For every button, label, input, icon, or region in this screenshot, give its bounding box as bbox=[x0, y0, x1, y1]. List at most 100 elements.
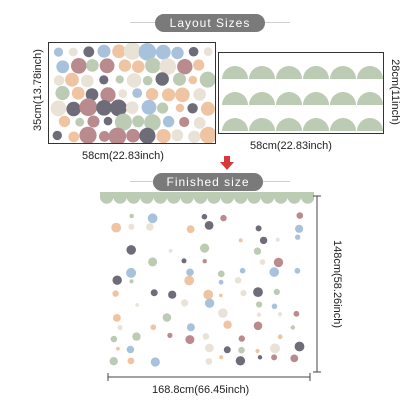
sticker-dot bbox=[53, 75, 65, 86]
sticker-dot bbox=[132, 88, 143, 98]
sticker-dot bbox=[145, 88, 159, 101]
sticker-dot bbox=[108, 127, 127, 143]
scallop-border bbox=[220, 197, 234, 204]
wall-dot bbox=[270, 343, 280, 354]
wall-dot bbox=[112, 290, 119, 297]
scallop-sticker bbox=[303, 66, 329, 79]
finished-wall-illustration bbox=[100, 192, 314, 367]
scallops-sheet-width-label: 58cm(22.83inch) bbox=[250, 140, 332, 152]
wall-dot bbox=[162, 313, 172, 322]
wall-dot bbox=[223, 346, 231, 354]
wall-dot bbox=[186, 225, 195, 234]
wall-dot bbox=[168, 290, 177, 299]
wall-dot bbox=[150, 289, 158, 297]
sticker-dot bbox=[99, 58, 115, 74]
wall-dot bbox=[111, 222, 122, 233]
wall-dot bbox=[256, 301, 263, 308]
scallop-sticker bbox=[222, 66, 248, 79]
wall-dot bbox=[271, 354, 278, 361]
finished-height-label: 148cm(58.26inch) bbox=[331, 239, 343, 329]
wall-dot bbox=[116, 346, 120, 351]
wall-dot bbox=[234, 277, 242, 284]
scallop-border bbox=[153, 197, 167, 204]
wall-dot bbox=[167, 332, 173, 338]
sticker-dot bbox=[132, 115, 145, 128]
wall-dot bbox=[127, 357, 135, 365]
scallop-border bbox=[234, 197, 248, 204]
sticker-dot bbox=[193, 59, 205, 71]
sticker-dot bbox=[68, 131, 80, 143]
wall-dot bbox=[202, 259, 207, 264]
wall-dot bbox=[290, 354, 299, 363]
scallops-sheet bbox=[218, 52, 384, 134]
sticker-dot bbox=[144, 114, 161, 131]
sticker-dot bbox=[53, 47, 64, 57]
scallop-sticker bbox=[222, 118, 248, 131]
sticker-dot bbox=[123, 43, 142, 60]
wall-dot bbox=[239, 267, 246, 274]
wall-dot bbox=[295, 234, 301, 240]
sticker-dot bbox=[66, 101, 81, 117]
sticker-dot bbox=[138, 43, 157, 61]
wall-dot bbox=[126, 345, 135, 354]
sticker-dot bbox=[199, 126, 215, 143]
wall-dot bbox=[218, 279, 224, 285]
sticker-dot bbox=[118, 89, 128, 99]
wall-dot bbox=[293, 310, 300, 317]
wall-dot bbox=[148, 257, 158, 267]
wall-dot bbox=[290, 325, 295, 330]
wall-dot bbox=[253, 287, 263, 297]
sticker-dot bbox=[115, 75, 124, 84]
sticker-dot bbox=[162, 88, 176, 102]
dots-sheet-illustration bbox=[50, 43, 215, 143]
wall-dot bbox=[217, 270, 225, 278]
sticker-dot bbox=[193, 88, 206, 101]
sticker-dot bbox=[175, 87, 190, 103]
sticker-dot bbox=[87, 115, 100, 128]
wall-dot bbox=[219, 293, 223, 298]
sticker-dot bbox=[99, 131, 110, 142]
sticker-dot bbox=[171, 46, 184, 60]
scallop-sticker bbox=[276, 118, 302, 131]
wall-dot bbox=[235, 356, 246, 366]
sticker-dot bbox=[114, 113, 132, 131]
wall-dot bbox=[204, 221, 214, 230]
finished-height-ruler bbox=[313, 195, 321, 373]
sticker-dot bbox=[58, 115, 71, 128]
wall-dot bbox=[126, 245, 136, 255]
wall-dot bbox=[205, 358, 213, 365]
sticker-dot bbox=[132, 60, 145, 73]
sticker-dot bbox=[96, 100, 112, 116]
wall-dot bbox=[296, 212, 304, 219]
wall-dot bbox=[203, 289, 214, 300]
wall-dot bbox=[181, 299, 189, 307]
sticker-dot bbox=[157, 102, 169, 114]
sticker-dot bbox=[199, 71, 215, 88]
sticker-dot bbox=[97, 44, 111, 58]
sticker-dot bbox=[83, 46, 95, 58]
scallop-sticker bbox=[303, 118, 329, 131]
scallop-border bbox=[301, 197, 314, 204]
scallop-border bbox=[193, 197, 208, 204]
sticker-dot bbox=[155, 44, 171, 60]
scallop-border bbox=[140, 197, 154, 204]
scallop-border bbox=[126, 197, 141, 204]
sticker-dot bbox=[52, 130, 62, 141]
sticker-dot bbox=[125, 101, 139, 114]
wall-dot bbox=[238, 238, 243, 243]
wall-dot bbox=[129, 279, 134, 284]
wall-dot bbox=[200, 243, 210, 253]
wall-dot bbox=[147, 213, 158, 224]
sticker-dot bbox=[68, 47, 78, 57]
finished-size-title: Finished size bbox=[153, 173, 263, 191]
scallop-sticker bbox=[222, 92, 248, 105]
scallops-sheet-illustration bbox=[222, 66, 383, 131]
scallop-border bbox=[100, 197, 114, 204]
wall-dot bbox=[181, 258, 187, 264]
sticker-dot bbox=[55, 85, 70, 101]
wall-dot bbox=[253, 247, 262, 255]
wall-dot bbox=[238, 346, 245, 354]
sticker-dot bbox=[162, 115, 175, 128]
wall-dot bbox=[294, 341, 305, 352]
wall-dot bbox=[150, 324, 157, 330]
